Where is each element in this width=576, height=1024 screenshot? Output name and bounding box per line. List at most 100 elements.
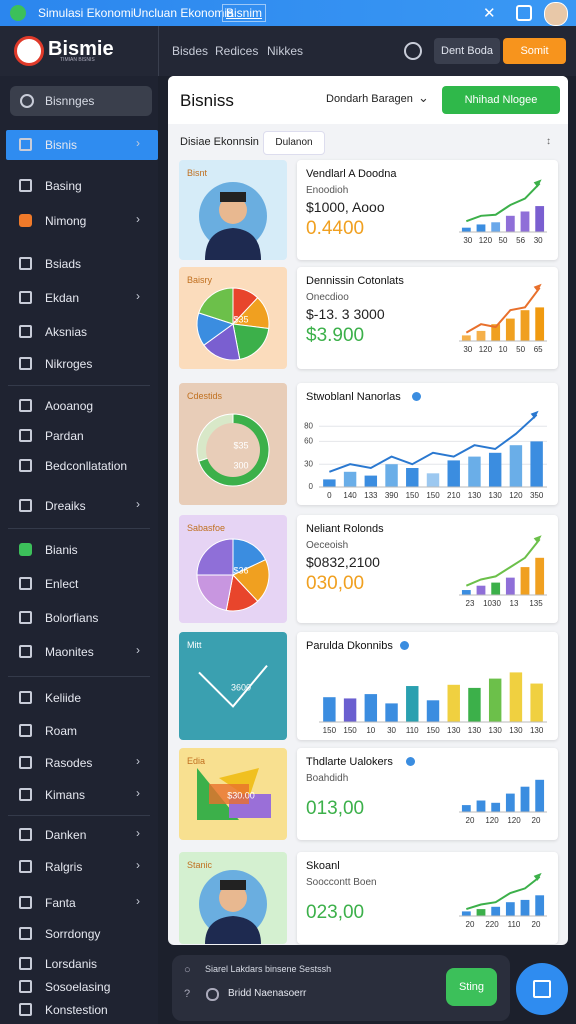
fab[interactable] [516, 963, 568, 1015]
search-box[interactable]: Bisnnges [10, 86, 152, 116]
nav-item[interactable]: Pardan [0, 426, 158, 446]
bar [476, 909, 486, 916]
chart: 30 120 10 50 65 [459, 283, 547, 354]
nav-item[interactable]: Bedconllatation [0, 456, 158, 476]
close-icon[interactable]: ✕ [483, 5, 496, 22]
separator [8, 385, 150, 386]
bar [426, 700, 440, 722]
nav-item[interactable]: Roam [0, 721, 158, 741]
y-tick-label: 0 [309, 482, 314, 491]
thumbnail[interactable]: Mitt 3600 [179, 632, 287, 740]
thumbnail[interactable]: Edia $30.00 [179, 748, 287, 840]
verified-badge [400, 641, 410, 650]
nav-item[interactable]: Nikroges [0, 354, 158, 374]
nav-item[interactable]: Keliide [0, 688, 158, 708]
nav-icon [19, 577, 32, 590]
nav-icon [19, 691, 32, 704]
card[interactable]: Thdlarte Ualokers Boahdidh 013,00 20 120 120 2… [297, 748, 558, 840]
x-tick-label: 50 [516, 345, 525, 354]
card-title: Skoanl [306, 860, 340, 872]
bar [491, 324, 501, 341]
nav-item[interactable]: Konstestion [0, 1000, 158, 1020]
card[interactable]: Skoanl Sooccontt Boen 023,00 20 220 110 20 [297, 852, 558, 944]
divider [158, 26, 159, 76]
x-tick-label: 150 [426, 726, 440, 735]
shape [209, 784, 249, 804]
trend-line [465, 538, 541, 587]
thumb-graphic: $35 [196, 287, 270, 361]
thumbnail[interactable]: Bisnt [179, 160, 287, 260]
nav-item[interactable]: Ralgris › [0, 857, 158, 877]
nav-item[interactable]: Sorrdongy [0, 924, 158, 944]
nav-item[interactable]: Rasodes › [0, 753, 158, 773]
button[interactable]: Dent Boda [434, 38, 500, 64]
bar [476, 585, 486, 595]
button-green[interactable]: Sting [446, 968, 497, 1006]
nav-item[interactable]: Fanta › [0, 893, 158, 913]
bar [520, 899, 530, 916]
button-green[interactable]: Nhihad Nlogee [442, 86, 560, 114]
card[interactable]: Dennissin Cotonlats Onecdioo $-13. 3 3000 $… [297, 267, 558, 369]
nav-item[interactable]: Bisnis › [0, 135, 158, 155]
face [219, 196, 247, 224]
bar [461, 335, 471, 341]
thumbnail[interactable]: Cdestids $35 300 [179, 383, 287, 505]
filter-label: Disiae Ekonnsin [180, 136, 259, 148]
thumbnail[interactable]: Stanic [179, 852, 287, 944]
dropdown[interactable]: Dondarh Baragen [326, 93, 413, 105]
top-link[interactable]: Bisnim [222, 4, 267, 22]
bar [530, 441, 543, 487]
nav-item[interactable]: Bolorfians [0, 608, 158, 628]
nav-item[interactable]: Bianis [0, 540, 158, 560]
nav-item[interactable]: Sosoelasing [0, 977, 158, 997]
nav-item[interactable]: Aksnias [0, 322, 158, 342]
nav-item[interactable]: Enlect [0, 574, 158, 594]
thumb-note: $36 [233, 565, 248, 575]
nav-link[interactable]: Redices [215, 44, 259, 58]
nav-item[interactable]: Basing [0, 176, 158, 196]
card[interactable]: Stwoblanl Nanorlas 0 30 60 80 0 140 133 390 150 15… [297, 383, 558, 505]
nav-icon [19, 860, 32, 873]
x-tick-label: 30 [463, 345, 472, 354]
thumbnail[interactable]: Sabasfoe $36 [179, 515, 287, 623]
nav-item[interactable]: Kimans › [0, 785, 158, 805]
card[interactable]: Parulda Dkonnibs 150 150 10 30 110 150 130 130 13… [297, 632, 558, 740]
x-tick-label: 20 [532, 920, 541, 929]
x-tick-label: 133 [364, 491, 378, 500]
bar [461, 590, 471, 595]
card[interactable]: Neliant Rolonds Oeceoish $0832,2100 030,00 2… [297, 515, 558, 623]
nav-icon [19, 756, 32, 769]
nav-item[interactable]: Aooanog [0, 396, 158, 416]
sort-icon: ↕ [546, 136, 551, 147]
button-primary[interactable]: Somit [503, 38, 566, 64]
verified-badge [412, 392, 422, 401]
thumbnail[interactable]: Baisry $35 [179, 267, 287, 369]
chart: 30 120 50 56 30 [459, 179, 547, 245]
x-tick-label: 10 [499, 345, 508, 354]
thumb-label: Edia [187, 756, 206, 766]
x-tick-label: 13 [510, 599, 519, 608]
x-tick-label: 150 [406, 491, 420, 500]
thumb-graphic: 3600 [198, 664, 268, 708]
nav-item[interactable]: Danken › [0, 825, 158, 845]
nav-item[interactable]: Dreaiks › [0, 496, 158, 516]
nav-item[interactable]: Bsiads [0, 254, 158, 274]
card[interactable]: Vendlarl A Doodna Enoodioh $1000, Aooo 0.44… [297, 160, 558, 260]
x-tick-label: 0 [327, 491, 332, 500]
suit [205, 916, 261, 944]
window-icon[interactable] [516, 5, 532, 21]
nav-item[interactable]: Lorsdanis [0, 954, 158, 974]
nav-item[interactable]: Ekdan › [0, 288, 158, 308]
nav-label: Maonites [45, 645, 94, 659]
search-icon[interactable] [404, 42, 422, 60]
dropdown-chevron: ⌄ [418, 90, 429, 105]
nav-item[interactable]: Nimong › [0, 211, 158, 231]
top-link[interactable]: Uncluan Ekonomia [133, 6, 234, 20]
avatar[interactable] [544, 2, 568, 26]
nav-link[interactable]: Bisdes [172, 44, 209, 58]
nav-link[interactable]: Nikkes [267, 44, 304, 58]
tab[interactable]: Dulanon [263, 131, 325, 155]
donut-hole [206, 423, 260, 477]
nav-item[interactable]: Maonites › [0, 642, 158, 662]
chevron: › [136, 754, 140, 768]
